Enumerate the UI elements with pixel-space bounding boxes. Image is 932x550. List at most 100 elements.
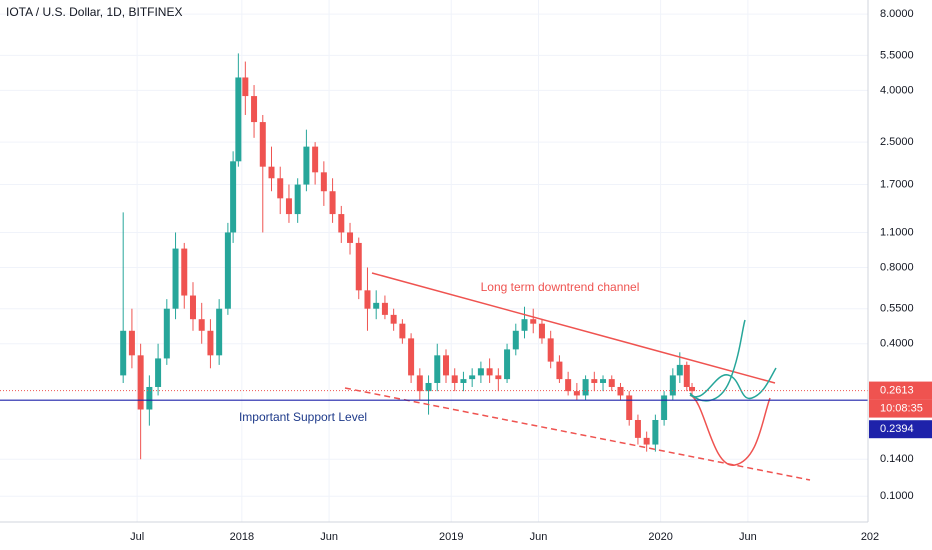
x-tick-label: Jun	[530, 531, 548, 543]
candle-body	[416, 375, 423, 392]
y-tick-label: 2.5000	[880, 136, 914, 148]
candle-body	[137, 355, 144, 410]
y-tick-label: 1.7000	[880, 178, 914, 190]
downtrend-line	[371, 272, 776, 384]
price-axis-panel	[868, 0, 932, 550]
candle-body	[521, 319, 528, 331]
levels	[0, 390, 868, 401]
support-label: 0.2394	[880, 423, 914, 435]
candle-body	[216, 308, 223, 356]
x-tick-label: Jun	[320, 531, 338, 543]
candle-body	[477, 368, 484, 376]
y-tick-label: 0.1400	[880, 453, 914, 465]
candle-body	[547, 338, 554, 362]
candle-body	[634, 419, 641, 438]
candle-body	[617, 386, 624, 396]
candle-body	[399, 323, 406, 339]
drawings: Long term downtrend channel Important Su…	[239, 272, 811, 481]
price-labels: 0.2613 10:08:35 0.2394	[869, 381, 932, 439]
projection-teal-2	[689, 367, 777, 400]
last-price-box	[869, 381, 932, 400]
candle-body	[207, 330, 214, 356]
candle-body	[224, 232, 231, 309]
y-tick-label: 0.5500	[880, 303, 914, 315]
candle-body	[329, 191, 336, 215]
candle-body	[146, 386, 153, 410]
y-tick-label: 1.1000	[880, 226, 914, 238]
candle-body	[652, 419, 659, 445]
candle-body	[294, 184, 301, 215]
y-tick-label: 5.5000	[880, 49, 914, 61]
candle-body	[312, 146, 319, 173]
candle-body	[251, 96, 258, 123]
countdown-label: 10:08:35	[880, 402, 923, 414]
candle-body	[242, 77, 249, 97]
candle-body	[259, 122, 266, 167]
candle-body	[155, 358, 162, 387]
candle-body	[676, 364, 683, 376]
candle-body	[355, 242, 362, 291]
annotation: Long term downtrend channel	[481, 280, 640, 294]
candles	[120, 53, 696, 460]
candle-body	[643, 437, 650, 445]
candle-body	[172, 248, 179, 309]
candle-body	[530, 319, 537, 324]
y-tick-label: 0.4000	[880, 338, 914, 350]
candle-body	[565, 379, 572, 392]
candle-body	[683, 364, 690, 387]
x-tick-label: 202	[861, 531, 879, 543]
candle-body	[347, 232, 354, 243]
candle-body	[434, 355, 441, 383]
axes: 8.0000 5.5000 4.0000 2.5000 1.7000 1.1000 0.80…	[130, 8, 914, 543]
candle-body	[189, 295, 196, 320]
x-tick-label: Jul	[130, 531, 144, 543]
candle-body	[582, 379, 589, 396]
candle-body	[661, 395, 668, 420]
candle-body	[591, 379, 598, 383]
candle-body	[277, 178, 284, 199]
candle-body	[689, 386, 696, 392]
candle-body	[163, 308, 170, 359]
y-tick-label: 8.0000	[880, 8, 914, 20]
candle-body	[268, 166, 275, 179]
candle-body	[486, 368, 493, 376]
x-tick-label: 2019	[439, 531, 463, 543]
candle-body	[573, 391, 580, 396]
chart-title: IOTA / U.S. Dollar, 1D, BITFINEX	[6, 5, 182, 19]
projection-red	[689, 394, 771, 466]
candle-body	[120, 330, 127, 376]
candle-body	[469, 375, 476, 380]
candle-body	[128, 330, 135, 356]
candle-body	[320, 172, 327, 192]
support-box	[869, 420, 932, 439]
candle-body	[181, 248, 188, 296]
y-tick-label: 4.0000	[880, 84, 914, 96]
candle-body	[512, 330, 519, 350]
candle-body	[303, 146, 310, 185]
candle-body	[408, 338, 415, 376]
candle-body	[390, 314, 397, 324]
candle-body	[669, 375, 676, 396]
candle-body	[442, 355, 449, 376]
candle-body	[600, 379, 607, 383]
y-tick-label: 0.1000	[880, 490, 914, 502]
candle-body	[285, 198, 292, 215]
candle-body	[425, 382, 432, 392]
candle-body	[381, 302, 388, 315]
candle-body	[451, 375, 458, 383]
candle-body	[504, 349, 511, 380]
candle-body	[338, 214, 345, 233]
candle-body	[626, 395, 633, 420]
x-tick-label: 2018	[230, 531, 254, 543]
x-tick-label: Jun	[739, 531, 757, 543]
last-price-label: 0.2613	[880, 384, 914, 396]
x-tick-label: 2020	[648, 531, 672, 543]
candle-body	[608, 379, 615, 387]
candle-body	[198, 319, 205, 331]
candle-body	[373, 302, 380, 309]
y-tick-label: 0.8000	[880, 261, 914, 273]
countdown-box	[869, 399, 932, 418]
annotation: Important Support Level	[239, 410, 367, 424]
